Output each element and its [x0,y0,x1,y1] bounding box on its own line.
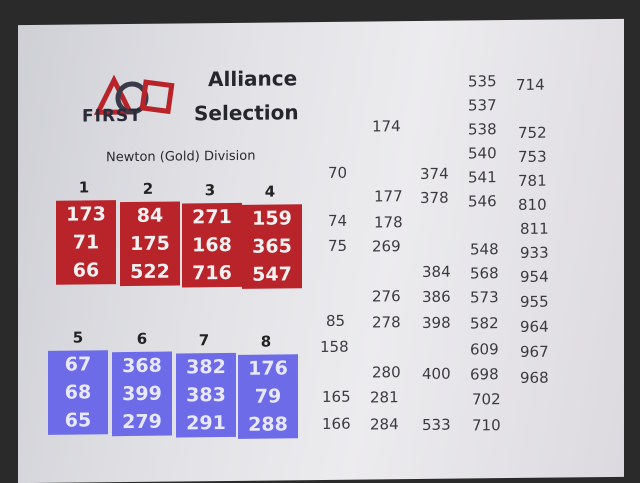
team-number: 79 [254,385,282,408]
team-number: 176 [248,357,288,380]
team-number: 582 [470,314,499,333]
alliance-seed: 4 [264,182,276,201]
team-number: 291 [186,411,226,435]
team-number: 752 [518,123,547,142]
first-logo-icon [93,74,175,115]
team-number: 568 [470,264,499,283]
team-number: 955 [520,292,549,311]
team-number: 964 [520,317,549,336]
team-number: 84 [136,204,164,227]
team-number: 400 [422,364,451,383]
alliance-seed: 1 [78,178,90,197]
team-number: 168 [192,233,232,257]
team-number: 753 [518,147,547,166]
alliance-seed: 7 [198,331,210,350]
team-number: 386 [422,287,451,306]
team-number: 383 [186,383,226,407]
team-number: 710 [472,416,501,435]
team-number: 178 [374,213,403,232]
team-number: 698 [470,365,499,384]
team-number: 279 [122,410,162,434]
team-number: 65 [64,409,92,432]
team-number: 288 [248,413,288,436]
team-number: 71 [72,231,100,254]
team-number: 68 [64,381,92,404]
team-number: 548 [470,240,499,259]
alliance-seed: 6 [136,329,148,348]
team-number: 177 [374,187,403,206]
team-number: 522 [130,260,170,283]
team-number: 271 [192,205,232,229]
team-number: 85 [326,311,346,330]
team-number: 175 [130,232,170,255]
team-number: 158 [320,337,349,357]
team-number: 811 [520,219,549,238]
alliance-box: 159 365 547 [242,204,302,289]
team-number: 399 [122,382,162,406]
alliance-box: 173 71 66 [56,200,116,285]
alliance-box: 67 68 65 [48,350,108,435]
team-number: 368 [122,354,162,378]
team-number: 365 [252,235,292,258]
team-number: 173 [66,203,106,226]
team-number: 159 [252,207,292,230]
team-number: 70 [328,163,348,182]
team-number: 933 [520,243,549,262]
team-number: 269 [372,237,401,256]
team-number: 541 [468,168,497,187]
team-number: 702 [472,390,501,409]
team-number: 166 [322,414,351,433]
team-number: 967 [520,342,549,361]
team-number: 716 [192,261,232,285]
page-title-line1: Alliance [208,66,298,92]
team-number: 538 [468,120,497,139]
alliance-seed: 3 [204,181,216,200]
team-number: 537 [468,96,497,115]
team-number: 781 [518,171,547,190]
team-number: 535 [468,72,497,91]
team-number: 74 [328,211,348,230]
team-number: 284 [370,415,399,434]
team-number: 546 [468,192,497,211]
team-number: 174 [372,117,401,136]
team-number: 278 [372,313,401,332]
team-number: 75 [328,236,348,255]
team-number: 714 [516,75,545,94]
team-number: 276 [372,287,401,306]
alliance-box: 84 175 522 [120,201,180,287]
team-number: 968 [520,368,549,387]
alliance-seed: 2 [142,179,154,198]
page-title-line2: Selection [194,100,299,126]
team-number: 609 [470,340,499,359]
alliance-seed: 8 [260,332,272,351]
team-number: 810 [518,195,547,214]
team-number: 573 [470,288,499,307]
team-number: 374 [420,164,449,183]
team-number: 382 [186,355,226,379]
team-number: 533 [422,415,451,434]
team-number: 281 [370,388,399,407]
alliance-box: 176 79 288 [238,354,298,439]
division-label: Newton (Gold) Division [106,148,256,166]
team-number: 540 [468,144,497,163]
team-number: 398 [422,313,451,332]
team-number: 547 [252,263,292,286]
team-number: 280 [372,363,401,382]
alliance-seed: 5 [72,328,84,347]
projection-screen: FIRST Alliance Selection Newton (Gold) D… [18,18,624,483]
team-number: 954 [520,267,549,286]
team-number: 378 [420,188,449,207]
alliance-box: 368 399 279 [112,351,172,437]
team-number: 384 [422,262,451,281]
team-number: 66 [72,259,100,282]
team-number: 67 [64,353,92,376]
alliance-box: 271 168 716 [182,202,242,288]
team-number: 165 [322,387,351,406]
first-logo-text: FIRST [82,105,142,127]
alliance-box: 382 383 291 [176,352,236,438]
